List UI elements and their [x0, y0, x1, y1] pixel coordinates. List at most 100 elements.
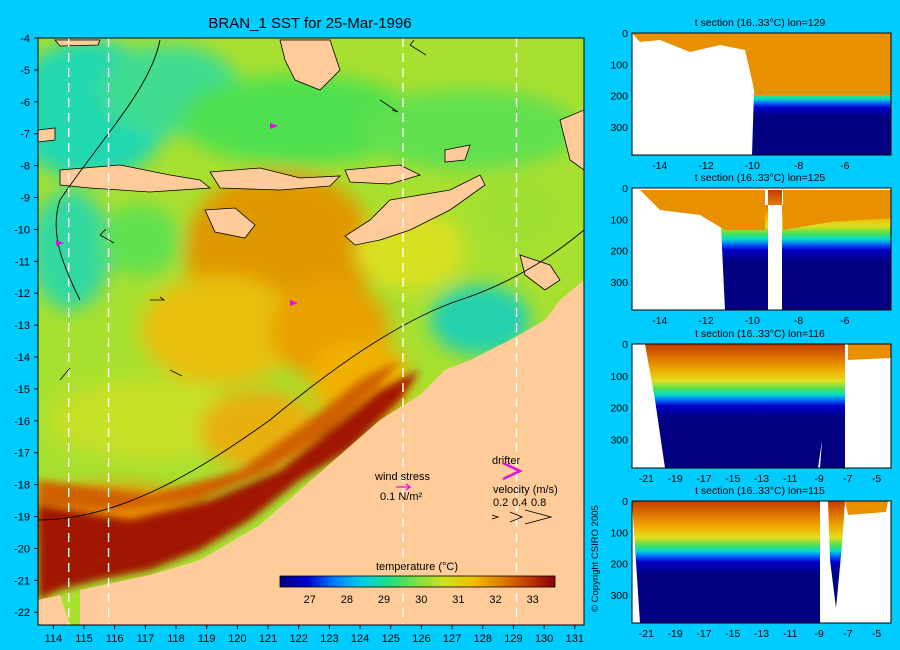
section-y-tick-label: 300: [610, 122, 628, 134]
section-x-tick-label: -12: [698, 315, 713, 327]
section-x-tick-label: -19: [668, 628, 683, 640]
section-y-tick-label: 200: [610, 91, 628, 103]
velocity-value-1: 0.2: [493, 497, 508, 509]
wind-stress-legend: wind stress 0.1 N/m²: [374, 471, 431, 503]
lon-tick-label: 115: [75, 633, 93, 645]
section-x-tick-label: -5: [872, 628, 881, 640]
section-title-2: t section (16..33°C) lon=125: [695, 172, 826, 184]
section-y-tick-label: 100: [610, 214, 628, 226]
lat-tick-label: -5: [20, 65, 30, 77]
lat-tick-label: -4: [20, 33, 30, 45]
section-x-tick-label: -10: [745, 315, 760, 327]
lon-tick-label: 118: [167, 633, 185, 645]
section-y-tick-label: 300: [610, 277, 628, 289]
section-4-surface-east: [845, 501, 888, 515]
colorbar-ticks: 27 28 29 30 31 32 33: [304, 594, 539, 606]
section-y-tick-label: 100: [610, 59, 628, 71]
section-x-tick-label: -8: [794, 315, 803, 327]
lon-tick-label: 119: [198, 633, 216, 645]
section-x-tick-label: -7: [843, 473, 852, 485]
lon-tick-label: 130: [535, 633, 553, 645]
islands: [38, 39, 584, 291]
section-3-frame: [631, 343, 892, 469]
lat-tick-label: -22: [14, 607, 30, 619]
section-x-tick-label: -13: [754, 628, 769, 640]
section-x-tick-label: -9: [814, 473, 823, 485]
lat-tick-label: -13: [14, 320, 30, 332]
section-x-tick-label: -17: [696, 473, 711, 485]
lat-tick-label: -20: [14, 543, 30, 555]
section-3-ocean: [645, 344, 845, 468]
sst-coastal-warm: [38, 360, 420, 600]
drifter-marks: [56, 123, 298, 306]
lat-tick-label: -17: [14, 448, 30, 460]
lon-tick-label: 129: [504, 633, 522, 645]
section-x-tick-label: -15: [725, 473, 740, 485]
lat-tick-label: -12: [14, 288, 30, 300]
section-y-tick-label: 300: [610, 590, 628, 602]
drifter-legend: drifter: [492, 455, 523, 481]
section-title-4: t section (16..33°C) lon=115: [695, 485, 825, 497]
lat-tick-label: -8: [20, 161, 30, 173]
section-title-1: t section (16..33°C) lon=129: [695, 17, 826, 29]
colorbar: temperature (°C) 27 28 29 30 31 32 33: [279, 561, 556, 606]
section-x-tick-label: -6: [840, 315, 849, 327]
sst-map: 114 115 116 117 118 119 120 121 122 123 124 125 126 1…: [14, 33, 585, 645]
section-y-tick-label: 0: [622, 183, 628, 195]
drifter-symbol: [502, 461, 523, 481]
section-2-surface: [640, 190, 891, 230]
section-1-frame: [631, 32, 892, 156]
section-x-tick-label: -13: [754, 473, 769, 485]
section-x-tick-label: -10: [745, 160, 760, 172]
lat-tick-label: -6: [20, 97, 30, 109]
wind-arrows: [59, 39, 427, 381]
colorbar-bar: [279, 575, 556, 588]
section-1-surface: [632, 33, 891, 95]
velocity-arrows: [491, 509, 553, 525]
sst-field: [38, 38, 584, 625]
section-y-tick-label: 0: [622, 339, 628, 351]
section-x-tick-label: -17: [696, 628, 711, 640]
section-axis-ticks: -14 -12 -10 -8 -6 0 100 200 300 -14 -12 -10 -8 -6 0 100…: [610, 28, 881, 640]
australia-landmass: [80, 280, 584, 625]
lon-tick-label: 122: [290, 633, 308, 645]
lon-tick-label: 114: [45, 633, 63, 645]
velocity-legend: velocity (m/s) 0.2 0.4 0.8: [491, 484, 558, 525]
section-y-tick-label: 300: [610, 434, 628, 446]
section-2-frame: [631, 187, 892, 311]
lat-tick-label: -9: [20, 193, 30, 205]
section-x-tick-label: -19: [668, 473, 683, 485]
section-x-tick-label: -21: [639, 628, 654, 640]
section-x-tick-label: -14: [652, 315, 667, 327]
velocity-value-2: 0.4: [512, 497, 527, 509]
section-x-tick-label: -15: [725, 628, 740, 640]
wind-stress-arrow: [396, 483, 412, 491]
section-panel-3: t section (16..33°C) lon=116: [631, 328, 892, 469]
lon-tick-label: 125: [382, 633, 400, 645]
section-y-tick-label: 200: [610, 559, 628, 571]
wind-stress-value: 0.1 N/m²: [380, 491, 423, 503]
drifter-label: drifter: [492, 455, 520, 467]
section-x-tick-label: -21: [639, 473, 654, 485]
section-x-tick-label: -12: [698, 160, 713, 172]
section-y-tick-label: 100: [610, 527, 628, 539]
lon-tick-label: 126: [412, 633, 430, 645]
section-panel-1: t section (16..33°C) lon=129: [631, 17, 892, 156]
map-axis-ticks: 114 115 116 117 118 119 120 121 122 123 124 125 126 1…: [14, 33, 584, 645]
section-panel-4: t section (16..33°C) lon=115: [631, 485, 892, 624]
section-y-tick-label: 100: [610, 371, 628, 383]
section-title-3: t section (16..33°C) lon=116: [695, 328, 825, 340]
section-x-tick-label: -5: [872, 473, 881, 485]
section-panel-2: t section (16..33°C) lon=125: [631, 172, 892, 311]
velocity-value-3: 0.8: [531, 497, 546, 509]
velocity-label: velocity (m/s): [493, 484, 558, 496]
section-3-surface-east: [848, 344, 891, 360]
section-x-tick-label: -6: [840, 160, 849, 172]
section-x-tick-label: -9: [814, 628, 823, 640]
colorbar-label: temperature (°C): [376, 561, 458, 573]
section-y-tick-label: 200: [610, 246, 628, 258]
section-x-tick-label: -8: [794, 160, 803, 172]
colorbar-tick-label: 27: [304, 594, 316, 606]
